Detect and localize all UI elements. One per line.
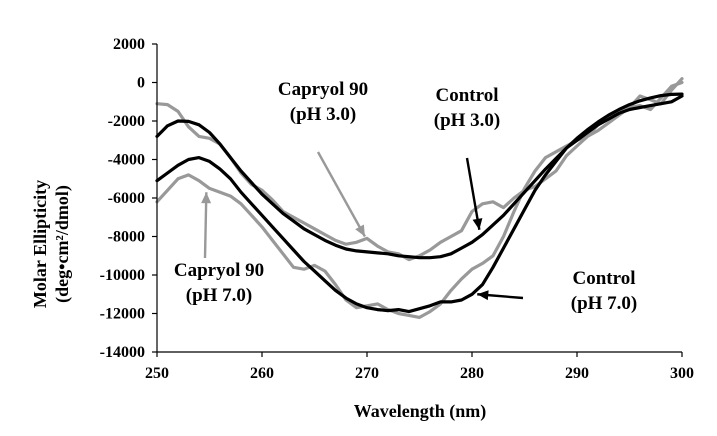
x-tick-label: 260 [250,365,274,382]
x-tick-label: 280 [460,365,484,382]
annotation-arrowhead-control-ph3 [472,218,483,230]
y-tick-label: -2000 [108,113,145,130]
annotation-capryol-ph7-line-1: Capryol 90 [174,260,264,281]
tick-layer: 2000 0 -2000 -4000 -6000 -8000 -10000 -12000 -14… [100,36,694,382]
series-line-control-ph-3-0 [155,92,684,260]
y-tick-label: -4000 [108,152,145,169]
series-layer [155,77,684,319]
x-tick-label: 270 [355,365,379,382]
annotation-arrowhead-control-ph7 [477,290,489,301]
y-axis-title-line-1: Molar Ellipticity [30,180,50,308]
annotation-arrowhead-capryol-ph7 [201,192,212,204]
y-axis-title-line-2: (deg•cm²/dmol) [52,185,73,303]
annotation-layer: Capryol 90 (pH 3.0) Control (pH 3.0) Capryol… [174,79,637,314]
annotation-arrowhead-capryol-ph3 [355,224,365,237]
annotation-capryol-ph7-line-2: (pH 7.0) [186,285,253,306]
x-tick-label: 290 [565,365,589,382]
y-tick-label: -8000 [108,229,145,246]
series-line-capryol-90-ph-3-0 [155,77,684,262]
y-tick-label: 2000 [113,36,145,53]
y-tick-label: -10000 [100,267,145,284]
annotation-control-ph7-line-2: (pH 7.0) [571,293,638,314]
y-tick-label: 0 [137,75,145,92]
annotation-control-ph3-line-2: (pH 3.0) [434,110,501,131]
annotation-capryol-ph3-line-2: (pH 3.0) [290,104,357,125]
y-tick-label: -6000 [108,190,145,207]
x-tick-label: 300 [670,365,694,382]
x-axis-title: Wavelength (nm) [354,401,487,422]
series-line-control-ph-7-0 [155,94,684,314]
annotation-arrow-control-ph3 [465,157,481,230]
series-line-capryol-90-ph-7-0 [155,80,684,319]
annotation-control-ph3-line-1: Control [436,85,499,106]
y-tick-label: -14000 [100,344,145,361]
annotation-control-ph7-line-1: Control [573,268,636,289]
annotation-arrow-capryol-ph3 [316,151,366,238]
y-tick-label: -12000 [100,306,145,323]
x-tick-label: 250 [145,365,169,382]
annotation-capryol-ph3-line-1: Capryol 90 [278,79,368,100]
